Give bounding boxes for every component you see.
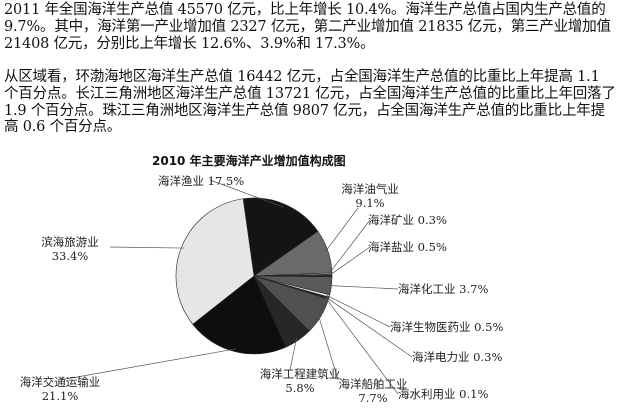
paragraph-national-output: 2011 年全国海洋生产总值 45570 亿元，比上年增长 10.4%。海洋生产… <box>4 2 611 52</box>
slice-value: 9.1% <box>355 196 385 210</box>
pie-slice <box>192 275 287 355</box>
slice-value: 21.1% <box>41 389 79 403</box>
slice-name: 海洋矿业 <box>368 213 414 227</box>
slice-name: 海水利用业 <box>398 387 456 401</box>
paragraph-regional-output: 从区域看，环渤海地区海洋生产总值 16442 亿元，占全国海洋生产总值的比重比上… <box>4 69 616 136</box>
slice-value: 33.4% <box>51 249 89 263</box>
leader-line <box>324 207 359 253</box>
leader-line <box>328 219 371 274</box>
pie-slice <box>175 198 255 325</box>
leader-line <box>326 294 391 328</box>
slice-value: 0.3% <box>417 213 447 227</box>
slice-label: 海洋生物医药业 0.5% <box>390 320 510 334</box>
slice-label: 海水利用业 0.1% <box>398 387 498 401</box>
leader-line <box>328 285 399 290</box>
leader-line <box>289 337 297 371</box>
slice-label: 海洋电力业 0.3% <box>412 350 512 364</box>
leader-line <box>325 296 413 358</box>
slice-value: 7.7% <box>358 391 388 405</box>
slice-name: 海洋化工业 <box>398 282 456 296</box>
leader-line <box>317 314 339 381</box>
leader-line <box>59 348 237 381</box>
leader-line <box>209 179 285 208</box>
leader-line <box>328 246 371 276</box>
slice-label: 海洋渔业 17.5% <box>158 174 278 188</box>
slice-label: 海洋矿业 0.3% <box>368 213 468 227</box>
slice-label: 海洋油气业 9.1% <box>335 182 405 210</box>
slice-value: 3.7% <box>459 282 489 296</box>
slice-value: 5.8% <box>285 381 315 395</box>
slice-value: 0.1% <box>459 387 489 401</box>
slice-name: 海洋渔业 <box>158 174 204 188</box>
slice-label: 滨海旅游业 33.4% <box>20 235 120 263</box>
slice-value: 17.5% <box>207 174 245 188</box>
slice-name: 滨海旅游业 <box>41 235 99 249</box>
slice-name: 海洋生物医药业 <box>390 320 471 334</box>
chart-title: 2010 年主要海洋产业增加值构成图 <box>152 154 346 168</box>
slice-value: 0.5% <box>417 240 447 254</box>
slice-label: 海洋交通运输业 21.1% <box>10 375 110 403</box>
slice-label: 海洋工程建筑业 5.8% <box>250 367 350 395</box>
slice-name: 海洋盐业 <box>368 240 414 254</box>
slice-name: 海洋电力业 <box>412 350 470 364</box>
slice-name: 海洋工程建筑业 <box>259 367 341 381</box>
pie-slice <box>242 197 319 277</box>
leader-line <box>109 246 185 249</box>
slice-label: 海洋船舶工业 7.7% <box>328 377 418 405</box>
slice-value: 0.3% <box>473 350 503 364</box>
slice-name: 海洋油气业 <box>341 182 399 196</box>
leader-line <box>325 297 399 395</box>
slice-label: 海洋化工业 3.7% <box>398 282 508 296</box>
slice-name: 海洋船舶工业 <box>338 377 408 391</box>
slice-name: 海洋交通运输业 <box>19 375 101 389</box>
slice-value: 0.5% <box>474 320 504 334</box>
slice-label: 海洋盐业 0.5% <box>368 240 468 254</box>
